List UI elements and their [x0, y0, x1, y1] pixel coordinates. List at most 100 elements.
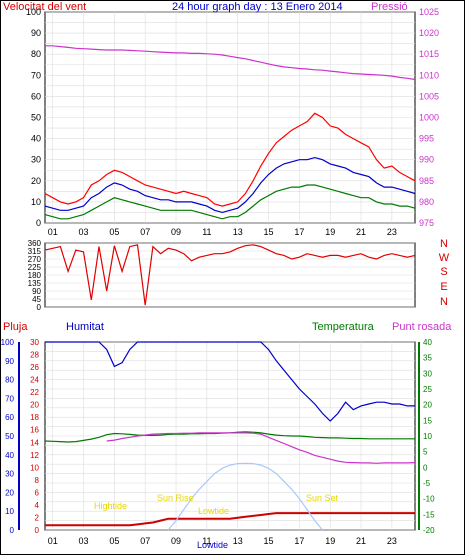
sunrise-label: Sun Rise [157, 493, 194, 503]
rain-y-tick-label: 18 [30, 413, 39, 422]
rain-y-tick-label: 28 [30, 351, 39, 360]
temp-x-tick-label: 13 [233, 536, 243, 546]
humidity-y-tick-label: 70 [5, 394, 14, 403]
humidity-y-tick-label: 80 [5, 376, 14, 385]
pressure-y-tick-label: 1000 [419, 113, 439, 123]
humidity-y-tick-label: 10 [5, 507, 14, 516]
wind-x-tick-label: 03 [79, 227, 89, 237]
wind-x-tick-label: 19 [325, 227, 335, 237]
graph-title: 24 hour graph day : 13 Enero 2014 [172, 1, 343, 13]
direction-y-tick-label: 0 [37, 303, 42, 312]
temperature-y-tick-label: 25 [423, 385, 432, 394]
wind-x-tick-label: 17 [294, 227, 304, 237]
humidity-title: Humitat [66, 321, 104, 333]
rain-y-tick-label: 0 [35, 526, 40, 535]
wind-title: Velocitat del vent [3, 1, 87, 13]
temp-x-tick-label: 15 [264, 536, 274, 546]
rain-title: Pluja [3, 321, 28, 333]
wind-y-tick-label: 10 [31, 197, 41, 207]
dewpoint-title: Punt rosada [392, 321, 452, 333]
direction-y-tick-label: 225 [28, 263, 42, 272]
wind-x-tick-label: 15 [264, 227, 274, 237]
temperature-y-tick-label: 40 [423, 338, 432, 347]
wind-y-tick-label: 20 [31, 176, 41, 186]
temperature-y-tick-label: 10 [423, 432, 432, 441]
temperature-y-tick-label: 0 [423, 463, 428, 472]
wind-y-tick-label: 40 [31, 134, 41, 144]
rain-y-tick-label: 12 [30, 451, 39, 460]
pressure-y-tick-label: 975 [419, 218, 434, 228]
series-dewpoint [106, 432, 416, 464]
wind-y-tick-label: 100 [26, 7, 41, 17]
pressure-title: Pressió [371, 1, 408, 13]
wind-pressure-panel: 0102030405060708090100975980985990995100… [26, 7, 439, 237]
direction-y-tick-label: 360 [28, 239, 42, 248]
temp-x-tick-label: 09 [171, 536, 181, 546]
compass-n-bottom: N [440, 296, 448, 308]
compass-w: W [438, 252, 450, 264]
pressure-y-tick-label: 1005 [419, 91, 439, 101]
rain-y-tick-label: 10 [30, 463, 39, 472]
direction-y-tick-label: 135 [28, 279, 42, 288]
rain-y-tick-label: 22 [30, 388, 39, 397]
pressure-y-tick-label: 1020 [419, 28, 439, 38]
lowtide-label-2: Lowtide [197, 540, 229, 550]
wind-y-tick-label: 80 [31, 49, 41, 59]
wind-x-tick-label: 01 [48, 227, 58, 237]
compass-n-top: N [440, 238, 448, 250]
series-gust [44, 112, 416, 207]
temperature-y-tick-label: 15 [423, 416, 432, 425]
rain-y-tick-label: 26 [30, 363, 39, 372]
temp-x-tick-label: 21 [356, 536, 366, 546]
rain-y-tick-label: 2 [35, 513, 40, 522]
direction-y-tick-label: 90 [32, 287, 41, 296]
wind-x-tick-label: 23 [387, 227, 397, 237]
pressure-y-tick-label: 1015 [419, 49, 439, 59]
hightide-label: Hightide [94, 501, 128, 511]
pressure-y-tick-label: 1025 [419, 7, 439, 17]
temperature-y-tick-label: 5 [423, 448, 428, 457]
pressure-y-tick-label: 985 [419, 176, 434, 186]
compass-s: S [440, 266, 448, 278]
temp-x-tick-label: 17 [294, 536, 304, 546]
humidity-y-tick-label: 100 [1, 338, 15, 347]
humidity-y-tick-label: 90 [5, 357, 14, 366]
series-pressure [45, 45, 416, 81]
rain-y-tick-label: 14 [30, 438, 39, 447]
rain-y-tick-label: 6 [35, 488, 40, 497]
series-direction [44, 244, 416, 306]
wind-x-tick-label: 21 [356, 227, 366, 237]
direction-y-tick-label: 180 [28, 271, 42, 280]
temperature-y-tick-label: -10 [423, 495, 435, 504]
temperature-y-tick-label: -15 [423, 510, 435, 519]
temperature-title: Temperatura [312, 321, 374, 333]
compass-e: E [440, 281, 448, 293]
pressure-y-tick-label: 995 [419, 134, 434, 144]
wind-x-tick-label: 09 [171, 227, 181, 237]
direction-y-tick-label: 45 [32, 295, 41, 304]
humidity-y-tick-label: 40 [5, 451, 14, 460]
temp-x-tick-label: 01 [48, 536, 58, 546]
temp-x-tick-label: 11 [202, 536, 211, 546]
rain-y-tick-label: 8 [35, 476, 40, 485]
series-sun [167, 462, 323, 531]
direction-y-tick-label: 315 [28, 247, 42, 256]
series-rain [45, 512, 415, 527]
lowtide-label-1: Lowtide [198, 506, 230, 516]
series-humidity [45, 341, 415, 422]
temp-x-tick-label: 03 [79, 536, 89, 546]
pressure-y-tick-label: 980 [419, 197, 434, 207]
humidity-y-tick-label: 60 [5, 413, 14, 422]
series-average [44, 156, 416, 214]
temp-x-tick-label: 05 [109, 536, 119, 546]
temperature-y-tick-label: 20 [423, 401, 432, 410]
temp-x-tick-label: 19 [325, 536, 335, 546]
temperature-y-tick-label: -5 [423, 479, 431, 488]
rain-y-tick-label: 16 [30, 426, 39, 435]
wind-y-tick-label: 90 [31, 28, 41, 38]
wind-y-tick-label: 0 [36, 218, 41, 228]
wind-x-tick-label: 07 [140, 227, 150, 237]
wind-y-tick-label: 50 [31, 113, 41, 123]
